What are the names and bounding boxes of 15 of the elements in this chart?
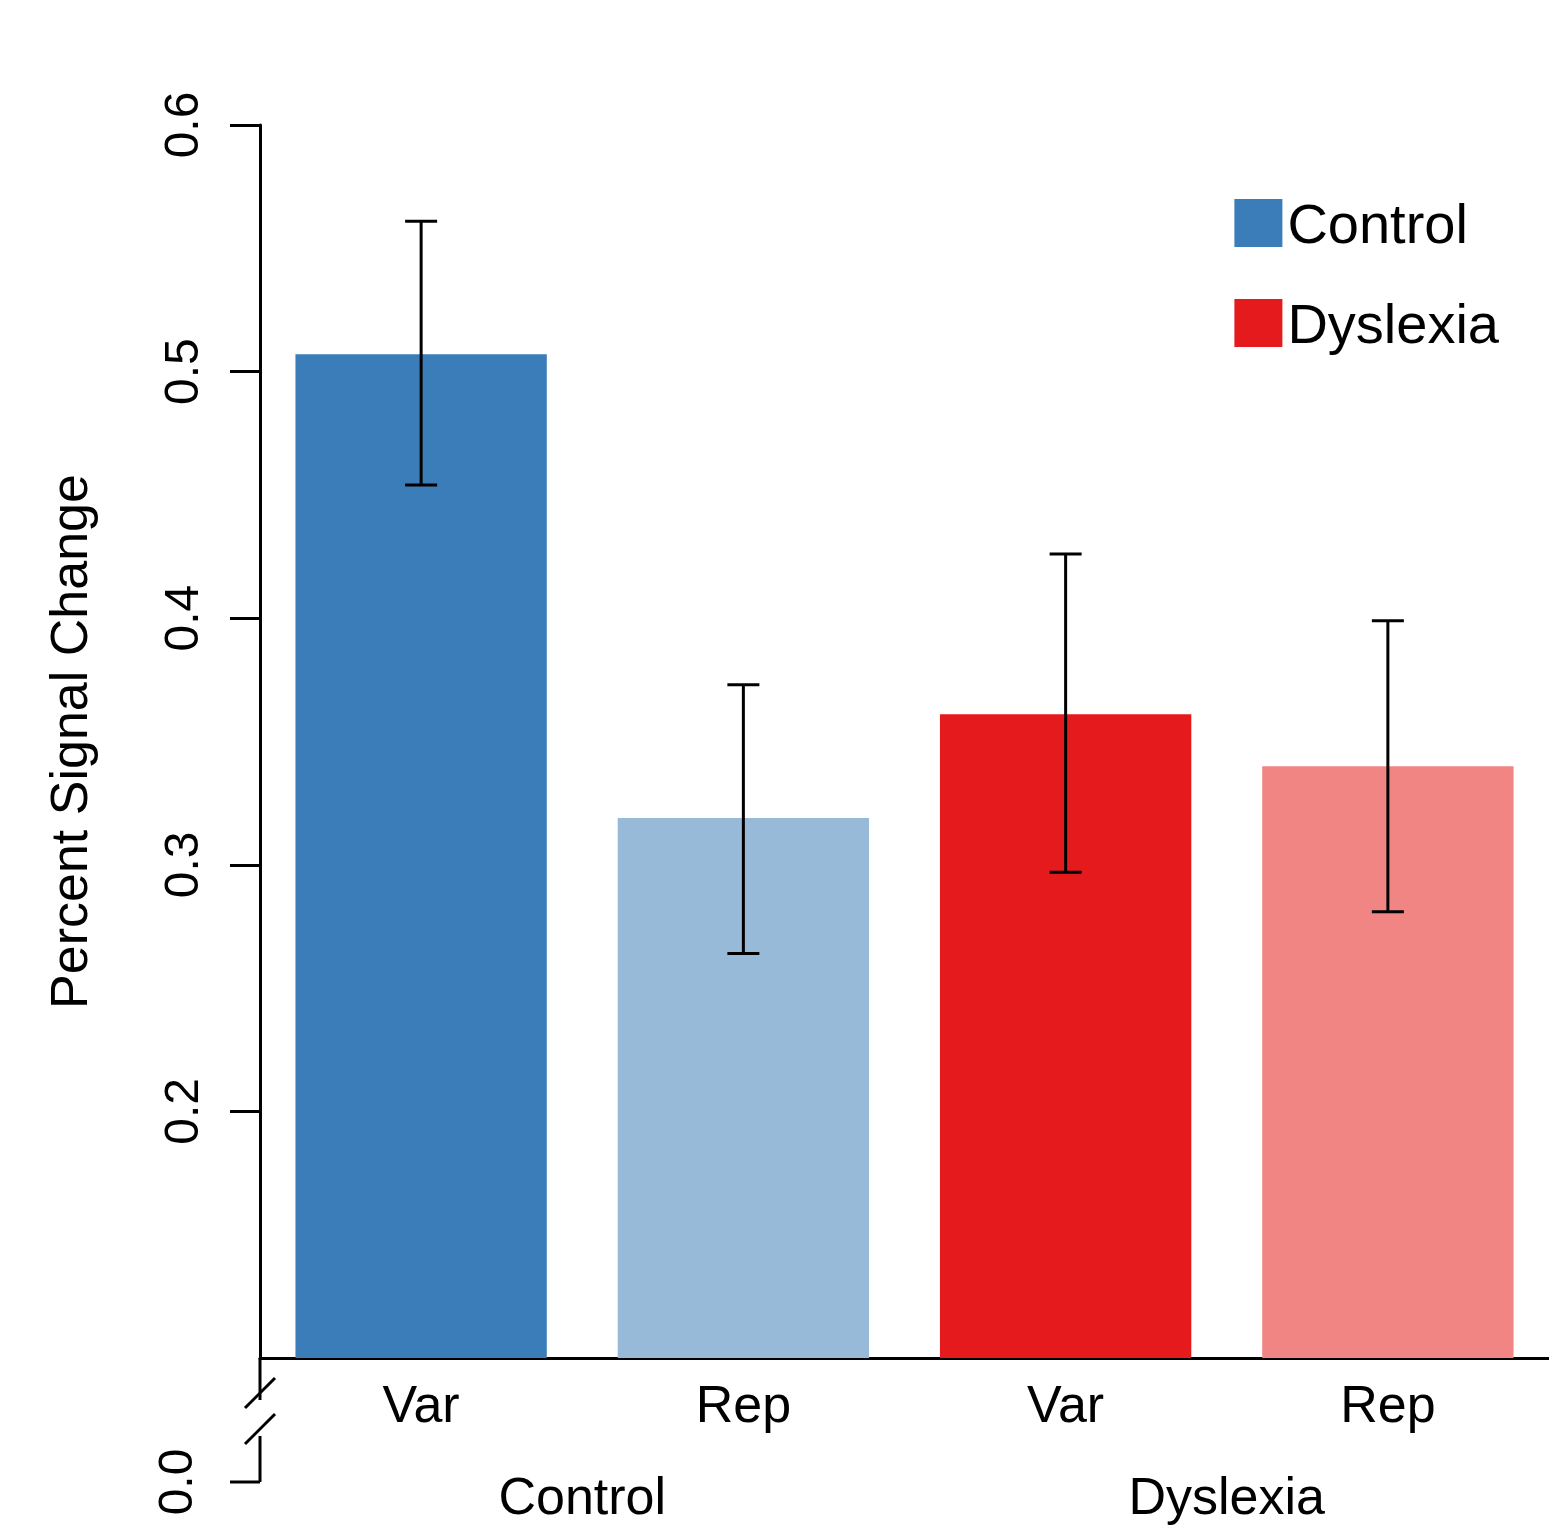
x-tick-label: Rep (695, 1375, 792, 1433)
y-tick-label: 0.4 (154, 584, 208, 652)
y-tick-label: 0.6 (154, 91, 208, 159)
y-tick-label: 0.2 (154, 1078, 208, 1145)
legend-label: Dyslexia (1287, 291, 1500, 355)
legend-label: Control (1287, 191, 1468, 255)
y-tick-label: 0.5 (154, 338, 208, 405)
x-tick-label: Var (382, 1375, 460, 1433)
y-tick-label: 0.3 (154, 831, 208, 899)
x-tick-label: Rep (1340, 1375, 1436, 1433)
x-tick-label: Var (1027, 1375, 1105, 1433)
text: Dyslexia (1128, 1467, 1326, 1525)
y-axis-title: Percent Signal Change (40, 474, 98, 1009)
text: 0.0 (148, 1448, 202, 1516)
text: Control (498, 1467, 667, 1525)
